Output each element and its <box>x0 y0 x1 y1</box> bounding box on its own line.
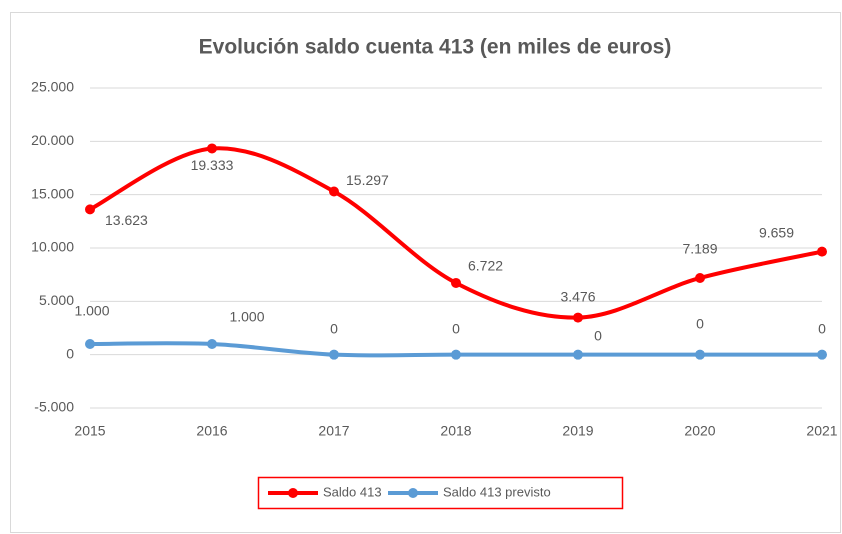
y-tick-label: 0 <box>66 345 74 361</box>
data-label: 0 <box>452 320 460 336</box>
data-label: 13.623 <box>105 212 148 228</box>
data-point <box>573 312 583 323</box>
data-point <box>817 349 827 360</box>
data-label: 0 <box>696 315 704 331</box>
data-point <box>695 272 705 283</box>
chart-title: Evolución saldo cuenta 413 (en miles de … <box>199 36 672 59</box>
data-point <box>573 349 583 360</box>
data-label: 3.476 <box>560 288 595 304</box>
y-tick-label: 10.000 <box>31 239 74 255</box>
x-tick-label: 2021 <box>806 423 837 439</box>
data-label: 0 <box>594 327 602 343</box>
data-point <box>207 143 217 154</box>
data-point <box>695 349 705 360</box>
data-label: 9.659 <box>759 224 794 240</box>
data-point <box>85 204 95 215</box>
legend-marker <box>288 488 298 498</box>
data-point <box>207 339 217 349</box>
y-tick-label: 20.000 <box>31 132 74 148</box>
legend-label: Saldo 413 previsto <box>443 484 551 499</box>
data-point <box>329 186 339 197</box>
x-tick-label: 2016 <box>196 423 227 439</box>
x-tick-label: 2019 <box>562 423 593 439</box>
x-tick-label: 2017 <box>318 423 349 439</box>
y-tick-label: 15.000 <box>31 185 74 201</box>
data-point <box>451 277 461 288</box>
data-point <box>451 349 461 360</box>
data-label: 19.333 <box>191 157 234 173</box>
data-point <box>85 339 95 349</box>
data-label: 6.722 <box>468 258 503 274</box>
legend-marker <box>408 488 418 498</box>
legend-label: Saldo 413 <box>323 484 382 499</box>
data-label: 7.189 <box>682 241 717 257</box>
legend <box>257 476 624 510</box>
data-label: 15.297 <box>346 172 389 188</box>
x-tick-label: 2015 <box>74 423 105 439</box>
data-label: 0 <box>330 320 338 336</box>
y-tick-label: -5.000 <box>34 399 74 415</box>
x-tick-label: 2018 <box>440 423 471 439</box>
data-label: 1.000 <box>229 309 264 325</box>
x-tick-label: 2020 <box>684 423 715 439</box>
chart-frame <box>10 12 841 533</box>
data-label: 1.000 <box>74 303 109 319</box>
data-point <box>329 349 339 360</box>
y-tick-label: 25.000 <box>31 79 74 95</box>
data-label: 0 <box>818 320 826 336</box>
data-point <box>817 246 827 257</box>
y-tick-label: 5.000 <box>39 292 74 308</box>
